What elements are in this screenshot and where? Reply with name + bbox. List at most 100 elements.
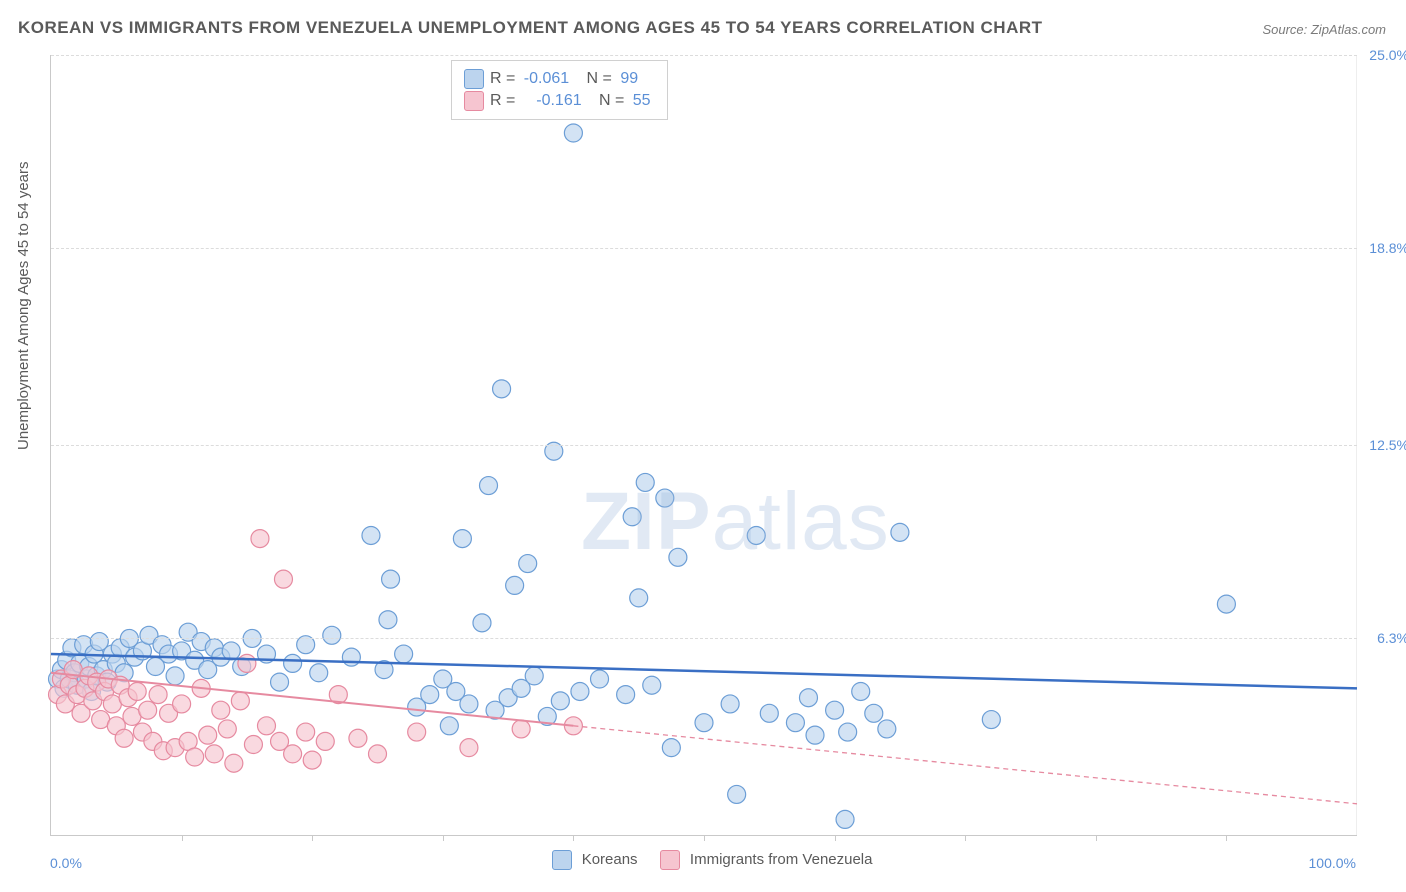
data-point xyxy=(453,530,471,548)
data-point xyxy=(303,751,321,769)
n-val-2: 55 xyxy=(633,92,651,110)
corr-swatch-pink xyxy=(464,91,484,111)
data-point xyxy=(836,810,854,828)
data-point xyxy=(728,785,746,803)
data-point xyxy=(786,714,804,732)
data-point xyxy=(826,701,844,719)
y-tick-label: 6.3% xyxy=(1377,630,1406,646)
x-tick xyxy=(312,835,313,841)
data-point xyxy=(473,614,491,632)
data-point xyxy=(669,548,687,566)
data-point xyxy=(166,667,184,685)
data-point xyxy=(571,682,589,700)
chart-title: KOREAN VS IMMIGRANTS FROM VENEZUELA UNEM… xyxy=(18,18,1043,38)
data-point xyxy=(1217,595,1235,613)
data-point xyxy=(460,739,478,757)
data-point xyxy=(799,689,817,707)
data-point xyxy=(656,489,674,507)
data-point xyxy=(310,664,328,682)
data-point xyxy=(382,570,400,588)
data-point xyxy=(551,692,569,710)
r-label: R = xyxy=(490,70,515,88)
data-point xyxy=(421,686,439,704)
legend-swatch-blue xyxy=(552,850,572,870)
trend-line-pink-dash xyxy=(573,726,1357,804)
data-point xyxy=(238,654,256,672)
data-point xyxy=(878,720,896,738)
data-point xyxy=(205,745,223,763)
data-point xyxy=(865,704,883,722)
r-label2: R = xyxy=(490,92,515,110)
data-point xyxy=(349,729,367,747)
grid-line xyxy=(51,55,1357,56)
data-point xyxy=(257,717,275,735)
data-point xyxy=(149,686,167,704)
data-point xyxy=(362,526,380,544)
plot-area: ZIPatlas R = -0.061 N = 99 R = -0.161 N … xyxy=(50,55,1357,836)
data-point xyxy=(186,748,204,766)
corr-row-1: R = -0.061 N = 99 xyxy=(464,69,655,89)
data-point xyxy=(747,526,765,544)
bottom-legend: Koreans Immigrants from Venezuela xyxy=(0,850,1406,870)
data-point xyxy=(512,720,530,738)
data-point xyxy=(128,682,146,700)
data-point xyxy=(623,508,641,526)
data-point xyxy=(284,654,302,672)
data-point xyxy=(316,732,334,750)
data-point xyxy=(342,648,360,666)
x-tick xyxy=(835,835,836,841)
data-point xyxy=(852,682,870,700)
data-point xyxy=(369,745,387,763)
n-label2: N = xyxy=(599,92,624,110)
n-val-1: 99 xyxy=(620,70,638,88)
data-point xyxy=(323,626,341,644)
r-val-2 xyxy=(524,92,528,110)
data-point xyxy=(440,717,458,735)
data-point xyxy=(199,726,217,744)
x-tick xyxy=(443,835,444,841)
data-point xyxy=(493,380,511,398)
data-point xyxy=(891,523,909,541)
correlation-box: R = -0.061 N = 99 R = -0.161 N = 55 xyxy=(451,60,668,120)
data-point xyxy=(591,670,609,688)
grid-line xyxy=(51,248,1357,249)
data-point xyxy=(519,555,537,573)
x-tick xyxy=(1096,835,1097,841)
x-tick xyxy=(1226,835,1227,841)
data-point xyxy=(806,726,824,744)
data-point xyxy=(839,723,857,741)
data-point xyxy=(480,477,498,495)
data-point xyxy=(721,695,739,713)
x-tick xyxy=(965,835,966,841)
data-point xyxy=(636,473,654,491)
x-tick xyxy=(573,835,574,841)
y-axis-label: Unemployment Among Ages 45 to 54 years xyxy=(15,161,32,450)
legend-swatch-pink xyxy=(660,850,680,870)
data-point xyxy=(760,704,778,722)
data-point xyxy=(506,576,524,594)
source-label: Source: ZipAtlas.com xyxy=(1262,22,1386,37)
x-tick xyxy=(182,835,183,841)
y-tick-label: 25.0% xyxy=(1369,47,1406,63)
grid-line xyxy=(51,445,1357,446)
data-point xyxy=(231,692,249,710)
corr-swatch-blue xyxy=(464,69,484,89)
data-point xyxy=(982,711,1000,729)
data-point xyxy=(218,720,236,738)
data-point xyxy=(225,754,243,772)
data-point xyxy=(222,642,240,660)
data-point xyxy=(564,124,582,142)
data-point xyxy=(395,645,413,663)
r-val-1: -0.061 xyxy=(524,70,569,88)
data-point xyxy=(244,736,262,754)
data-point xyxy=(251,530,269,548)
corr-row-2: R = -0.161 N = 55 xyxy=(464,91,655,111)
data-point xyxy=(139,701,157,719)
x-tick xyxy=(704,835,705,841)
data-point xyxy=(115,729,133,747)
data-point xyxy=(271,673,289,691)
data-point xyxy=(274,570,292,588)
legend-label-1: Koreans xyxy=(582,851,638,868)
data-point xyxy=(695,714,713,732)
data-point xyxy=(297,723,315,741)
